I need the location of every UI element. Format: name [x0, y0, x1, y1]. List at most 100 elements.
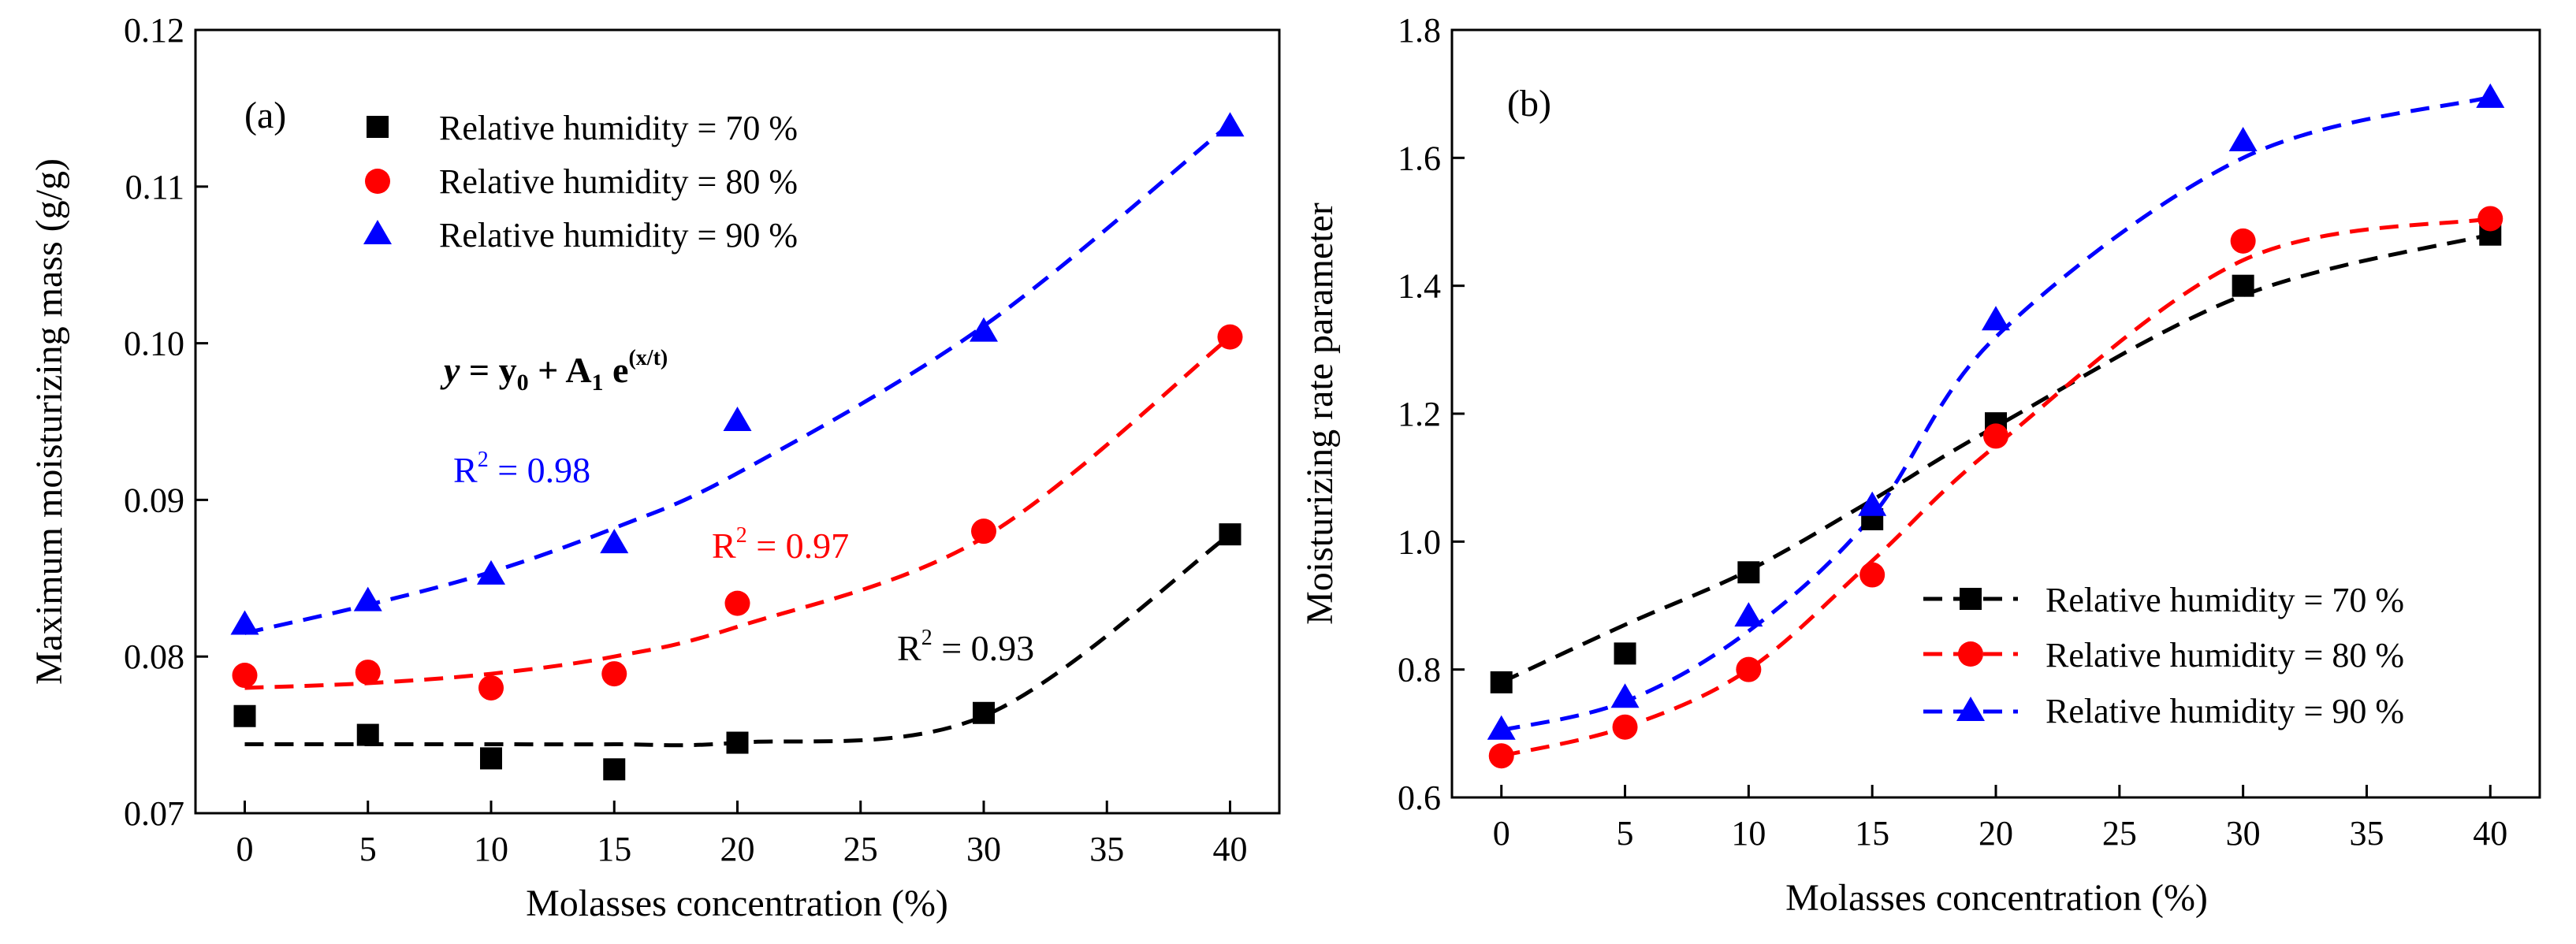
y-tick-label-b-2: 1.0 [1398, 522, 1441, 561]
data-point-b-1-3 [1859, 562, 1885, 588]
x-tick-label-a-7: 35 [1089, 830, 1124, 868]
r2-eq-80: = [747, 526, 786, 566]
legend-b: Relative humidity = 70 % Relative humidi… [1923, 581, 2404, 730]
x-tick-label-a-2: 10 [474, 830, 508, 868]
legend-marker-70-b [1960, 588, 1982, 610]
x-axis-a: 0 5 10 15 20 25 30 35 40 [236, 801, 1248, 868]
legend-marker-90-b [1956, 697, 1985, 721]
panel-label-a: (a) [244, 95, 286, 136]
legend-label-70-b: Relative humidity = 70 % [2046, 581, 2404, 619]
y-tick-label-b-1: 0.8 [1398, 651, 1441, 689]
data-point-b-2-0 [1487, 715, 1516, 740]
fit-equation: y = y0 + A1 e(x/t) [440, 346, 668, 396]
fit-curve-b-0 [1500, 232, 2491, 685]
legend-label-80-a: Relative humidity = 80 % [439, 162, 798, 201]
data-point-b-0-1 [1614, 642, 1636, 665]
data-point-b-1-2 [1736, 656, 1762, 682]
x-tick-label-b-1: 5 [1617, 814, 1634, 853]
x-tick-label-b-7: 35 [2349, 814, 2384, 853]
data-point-b-2-5 [2228, 127, 2258, 152]
eq-sub1: 1 [592, 370, 604, 396]
data-point-b-1-0 [1488, 743, 1514, 769]
data-point-a-0-0 [233, 704, 256, 727]
legend-marker-80-a [365, 169, 390, 194]
y-tick-label-b-4: 1.4 [1398, 267, 1441, 306]
data-point-a-1-6 [1217, 324, 1243, 350]
fit-curve-b-2 [1501, 95, 2491, 733]
r2-val-90: 0.98 [527, 450, 591, 490]
data-point-a-2-6 [1215, 112, 1245, 137]
y-axis-a: 0.07 0.08 0.09 0.10 0.11 0.12 [124, 11, 208, 833]
y-tick-label-b-5: 1.6 [1398, 139, 1441, 177]
data-point-b-1-1 [1612, 714, 1638, 740]
x-tick-label-a-3: 15 [597, 830, 631, 868]
panel-b: 0 5 10 15 20 25 30 35 40 0.6 0.8 1.0 1.2 1.4 1.6 1.8 (… [1299, 11, 2541, 919]
x-tick-label-b-5: 25 [2102, 814, 2137, 853]
legend-label-90-b: Relative humidity = 90 % [2046, 692, 2404, 730]
data-point-b-2-4 [1982, 306, 2010, 331]
r2-label-70: R2 = 0.93 [897, 626, 1034, 668]
x-tick-label-a-8: 40 [1213, 830, 1248, 868]
r2-eq-70: = [932, 628, 971, 668]
x-tick-label-a-5: 25 [843, 830, 878, 868]
eq-plus: + A [529, 350, 592, 390]
data-point-b-2-6 [2476, 83, 2505, 108]
r2-r-90: R [453, 450, 478, 490]
eq-e: e [604, 350, 629, 390]
eq-eq: = y [460, 350, 516, 390]
x-axis-b: 0 5 10 15 20 25 30 35 40 [1493, 785, 2507, 853]
x-tick-label-b-0: 0 [1493, 814, 1510, 853]
y-axis-label-a: Maximum moisturizing mass (g/g) [28, 158, 70, 685]
data-point-a-2-4 [723, 407, 752, 431]
r2-eq-90: = [489, 450, 527, 490]
data-point-b-1-5 [2230, 228, 2256, 254]
legend-label-80-b: Relative humidity = 80 % [2046, 636, 2404, 675]
y-tick-label-a-1: 0.08 [124, 637, 184, 676]
data-point-b-0-2 [1737, 561, 1760, 584]
x-tick-label-a-1: 5 [359, 830, 377, 868]
y-tick-label-a-5: 0.12 [124, 11, 184, 50]
data-point-a-2-2 [477, 559, 505, 585]
panel-a: 0 5 10 15 20 25 30 35 40 0.070.080.090.100.110.1… [28, 11, 1281, 924]
data-point-a-1-3 [601, 661, 627, 687]
r2-label-80: R2 = 0.97 [712, 523, 849, 566]
data-point-a-1-5 [971, 518, 996, 544]
r2-val-70: 0.93 [971, 628, 1035, 668]
x-tick-label-a-0: 0 [236, 830, 254, 868]
x-tick-label-b-6: 30 [2226, 814, 2261, 853]
fit-curve-b-1 [1501, 216, 2491, 758]
data-point-a-1-2 [478, 675, 504, 701]
data-point-a-2-3 [600, 529, 629, 554]
r2-sup-80: 2 [736, 523, 747, 548]
r2-label-90: R2 = 0.98 [453, 448, 590, 490]
y-tick-label-b-0: 0.6 [1398, 779, 1441, 817]
data-point-b-1-6 [2477, 206, 2503, 232]
legend-marker-90-a [363, 220, 392, 244]
y-axis-b: 0.6 0.8 1.0 1.2 1.4 1.6 1.8 [1398, 11, 1465, 817]
y-tick-label-a-3: 0.10 [124, 325, 184, 363]
data-point-b-2-3 [1858, 491, 1887, 516]
data-point-a-2-1 [353, 586, 382, 611]
data-point-a-0-6 [1219, 523, 1241, 546]
r2-val-80: 0.97 [786, 526, 850, 566]
y-tick-label-a-2: 0.09 [124, 481, 184, 519]
x-tick-label-b-4: 20 [1979, 814, 2013, 853]
r2-r-80: R [712, 526, 736, 566]
data-point-b-1-4 [1983, 423, 2008, 449]
eq-exp: (x/t) [628, 346, 668, 370]
data-point-a-2-0 [230, 610, 259, 635]
data-point-a-1-0 [232, 663, 258, 689]
x-tick-label-b-3: 15 [1855, 814, 1889, 853]
data-points-b [1487, 83, 2505, 769]
legend-label-90-a: Relative humidity = 90 % [439, 216, 798, 255]
data-point-a-0-2 [480, 747, 502, 770]
fit-curves-b [1500, 95, 2491, 758]
eq-sub0: 0 [517, 370, 529, 396]
y-axis-label-b: Moisturizing rate parameter [1299, 203, 1341, 625]
x-axis-label-a: Molasses concentration (%) [526, 883, 948, 924]
legend-marker-70-a [367, 116, 389, 138]
data-points-a [230, 112, 1245, 781]
data-point-b-0-5 [2232, 274, 2254, 297]
r2-r-70: R [897, 628, 921, 668]
